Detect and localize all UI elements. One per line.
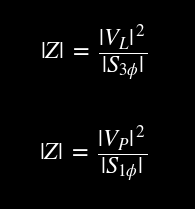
Text: $|Z| \ = \ \dfrac{|V_P|^{\,2}}{|S_{1\phi}|}$: $|Z| \ = \ \dfrac{|V_P|^{\,2}}{|S_{1\phi… [39,125,148,185]
Text: $|Z| \ = \ \dfrac{|V_L|^{\,2}}{|S_{3\phi}|}$: $|Z| \ = \ \dfrac{|V_L|^{\,2}}{|S_{3\phi… [40,24,147,84]
